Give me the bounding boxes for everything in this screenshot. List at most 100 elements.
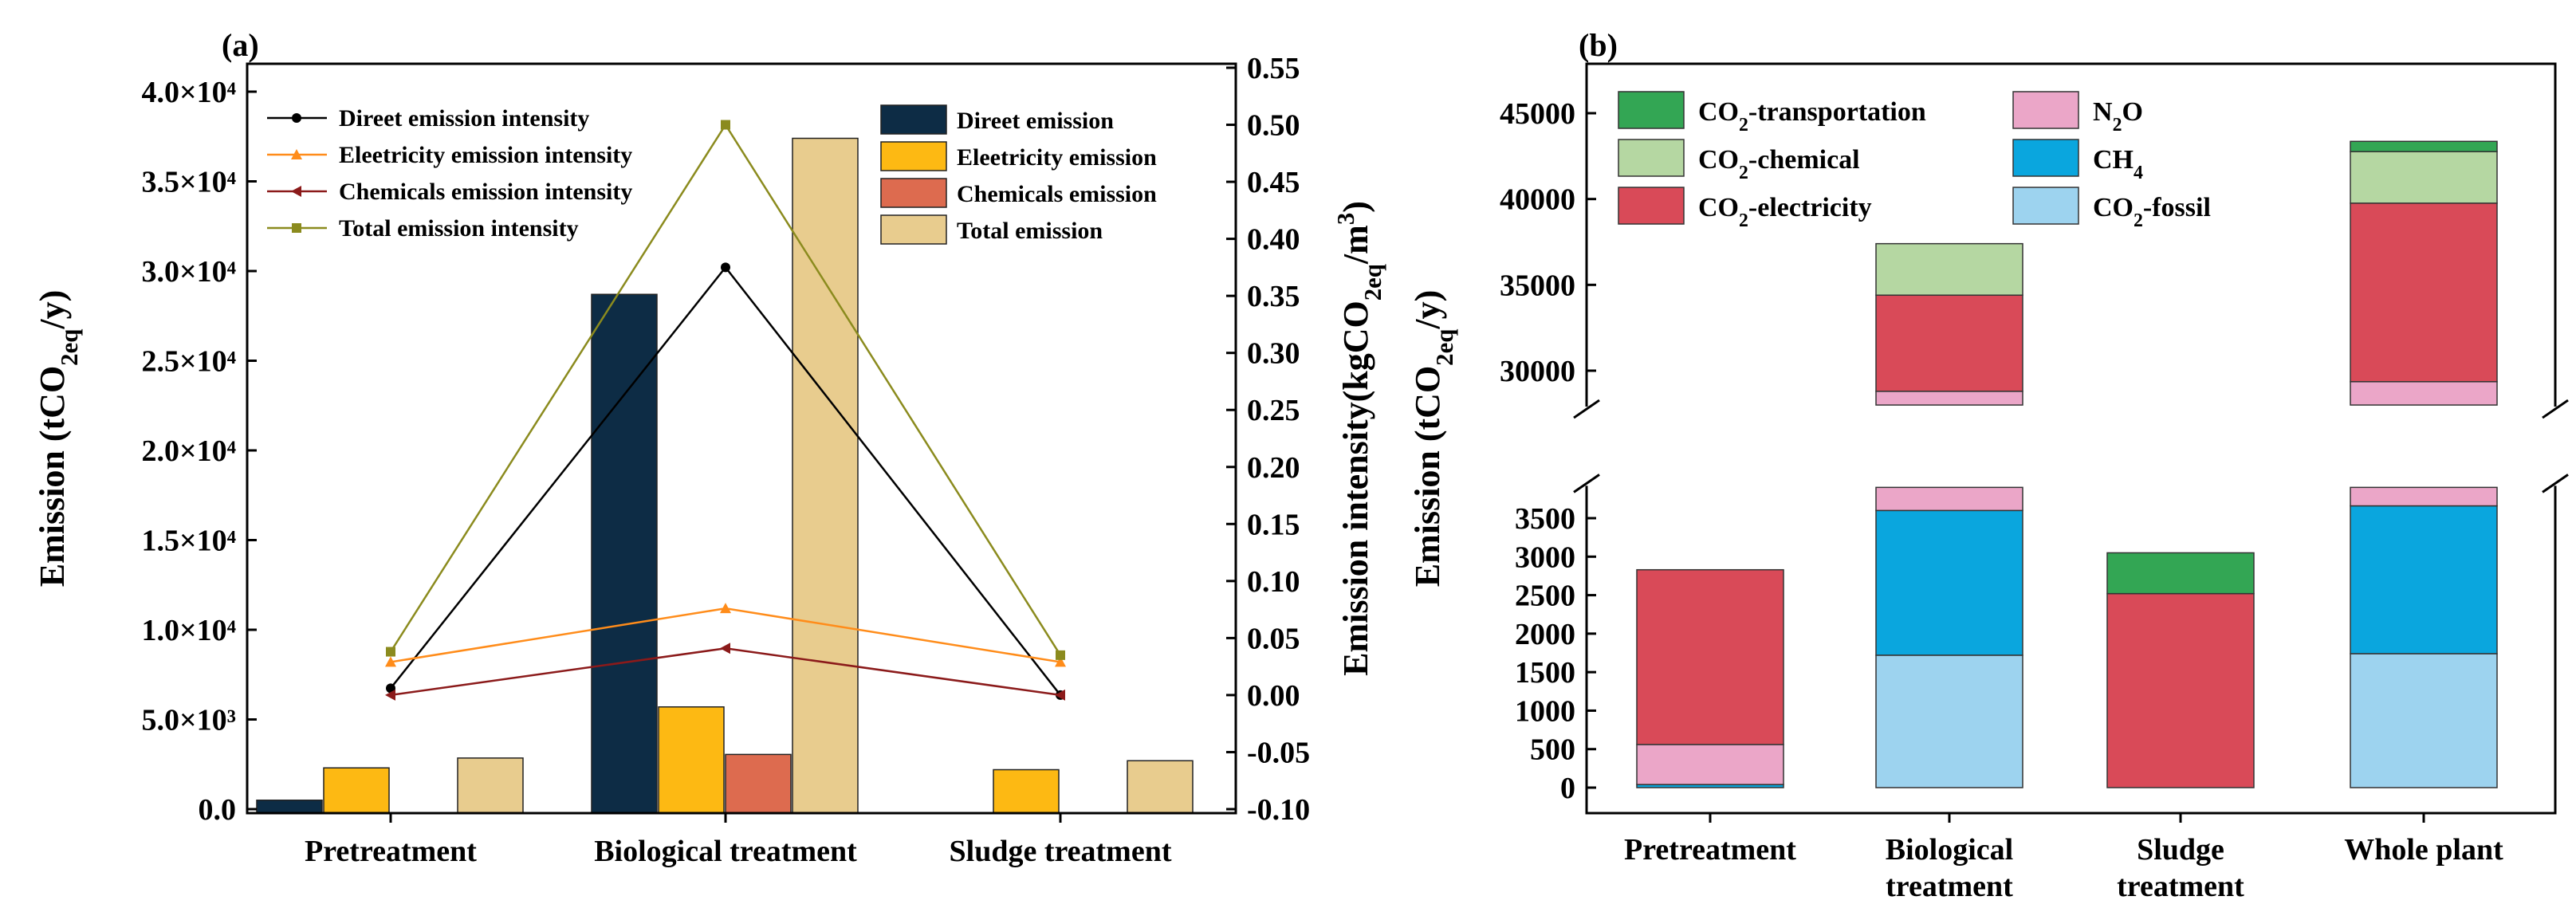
panel-a-bars <box>256 137 1194 814</box>
stack-co2-chemical-3 <box>2350 151 2498 204</box>
stack-co2-fossil-3 <box>2350 653 2498 788</box>
panel-a-y-axis-title: Emission (tCO2eq/y) <box>33 290 83 588</box>
right-tick-label: 0.00 <box>1247 679 1300 713</box>
stack-co2-chemical-1 <box>1875 242 2023 297</box>
panel-b-bars <box>1636 140 2498 788</box>
panel-b-legend: CO2-transportation N2O CO2-chemical CH4 CO2-… <box>1618 91 2211 231</box>
legend-bar-swatch <box>880 214 947 245</box>
y-tick-label: 3500 <box>1515 502 1575 536</box>
legend-swatch-co2-chemical <box>1618 139 1685 177</box>
legend-marker <box>291 149 302 159</box>
right-tick-label: 0.10 <box>1247 565 1300 599</box>
y-tick-label: 1500 <box>1515 656 1575 690</box>
x-tick-label-pretreatment: Pretreatment <box>305 835 477 868</box>
right-tick-label: 0.35 <box>1247 280 1300 313</box>
panel-b-label: (b) <box>1579 27 1618 63</box>
legend-line-label-direet-emission-intensity: Direet emission intensity <box>339 105 589 132</box>
stack-co2-electricity-1 <box>1875 294 2023 392</box>
bar-chemicals-emission-1 <box>725 753 792 814</box>
y-tick-label: 40000 <box>1500 183 1575 217</box>
legend-label-ch4: CH4 <box>2093 145 2143 183</box>
bar-total-emission-1 <box>792 137 859 814</box>
panel-a-right-axis-ticks: -0.10 -0.05 0.00 0.05 0.10 0.15 0.20 0.25 0.30 0.… <box>1226 52 1310 827</box>
x-tick-label-biological-treatment: Biological treatment <box>594 835 857 868</box>
legend-label-n2o: N2O <box>2093 97 2143 136</box>
y-tick-label: 2000 <box>1515 618 1575 651</box>
y-tick-label: 500 <box>1530 733 1575 767</box>
x-tick-label-biological-treatment: treatment <box>1886 870 2013 903</box>
right-tick-label: 0.05 <box>1247 622 1300 655</box>
panel-a-line-legend: Direet emission intensity Eleetricity emi… <box>267 105 632 242</box>
line-direet-emission-intensity <box>390 265 1061 696</box>
stack-n2o-0 <box>1636 744 1784 785</box>
legend-bar-label-chemicals-emission: Chemicals emission <box>957 181 1157 207</box>
stack-co2-electricity-0 <box>1636 568 1784 745</box>
right-tick-label: 0.15 <box>1247 508 1300 541</box>
stack-co2-transportation-3 <box>2350 140 2498 152</box>
left-tick-label: 0.0 <box>199 793 237 827</box>
panel-a-y2-axis-title: Emission intensity(kgCO2eq/m3) <box>1332 201 1386 676</box>
panel-b-y-axis-ticks: 0 500 1000 1500 2000 2500 3000 3500 30000 35000 40… <box>1500 97 1596 805</box>
axis-break-slash <box>1573 399 1600 419</box>
panel-a-lines <box>385 120 1066 701</box>
stack-co2-electricity-2 <box>2106 592 2255 788</box>
bar-direet-emission-0 <box>256 800 323 814</box>
point-eleetricity-emission-intensity-1 <box>720 603 731 614</box>
right-tick-label: 0.50 <box>1247 109 1300 143</box>
right-tick-label: 0.30 <box>1247 337 1300 371</box>
x-tick-label-biological-treatment: Biological <box>1886 833 2013 867</box>
stack-n2o-1-upper <box>1875 391 2023 406</box>
point-eleetricity-emission-intensity-0 <box>385 656 396 667</box>
legend-label-co2-transportation: CO2-transportation <box>1698 97 1926 136</box>
legend-bar-swatch <box>880 104 947 135</box>
legend-swatch-ch4 <box>2012 139 2079 177</box>
right-tick-label: 0.25 <box>1247 394 1300 427</box>
stack-co2-electricity-3 <box>2350 202 2498 383</box>
point-total-emission-intensity-1 <box>721 120 730 130</box>
panel-a: (a) 0.0 5.0×10³ 1.0×10⁴ 1.5×10⁴ 2.0×10⁴ 2.5×1… <box>33 27 1386 868</box>
right-tick-label: -0.05 <box>1247 736 1310 769</box>
axis-break-gap <box>1585 407 2557 486</box>
stack-ch4-3 <box>2350 505 2498 654</box>
stack-n2o-3-upper <box>2350 381 2498 406</box>
line-eleetricity-emission-intensity <box>390 607 1061 663</box>
x-tick-label-whole-plant: Whole plant <box>2344 833 2503 867</box>
panel-a-plot-frame <box>246 62 1237 815</box>
left-tick-label: 1.5×10⁴ <box>141 525 236 558</box>
point-direet-emission-intensity-1 <box>721 262 730 273</box>
axis-break-slash <box>1573 474 1600 493</box>
left-tick-label: 3.5×10⁴ <box>141 166 236 199</box>
legend-label-co2-electricity: CO2-electricity <box>1698 193 1872 231</box>
x-tick-label-sludge-treatment: Sludge treatment <box>950 835 1172 868</box>
y-tick-label: 2500 <box>1515 580 1575 613</box>
right-tick-label: 0.45 <box>1247 166 1300 199</box>
y-tick-label: 35000 <box>1500 269 1575 302</box>
panel-a-bar-legend: Direet emission Eleetricity emission Chemi… <box>880 104 1157 245</box>
bar-direet-emission-1 <box>591 293 658 814</box>
right-tick-label: -0.10 <box>1247 793 1310 827</box>
panel-b-y-axis-title: Emission (tCO2eq/y) <box>1408 290 1458 588</box>
right-tick-label: 0.40 <box>1247 223 1300 257</box>
legend-line-label-eleetricity-emission-intensity: Eleetricity emission intensity <box>339 142 632 168</box>
legend-marker <box>292 223 301 233</box>
point-direet-emission-intensity-0 <box>386 683 395 694</box>
point-total-emission-intensity-0 <box>386 647 395 657</box>
bar-eleetricity-emission-2 <box>993 768 1060 814</box>
left-tick-label: 2.0×10⁴ <box>141 434 236 468</box>
panel-b-x-axis-ticks: Pretreatment BiologicaltreatmentSludgetre… <box>1624 813 2503 903</box>
panel-a-label: (a) <box>222 27 259 63</box>
legend-bar-label-eleetricity-emission: Eleetricity emission <box>957 144 1157 171</box>
legend-swatch-n2o <box>2012 91 2079 129</box>
point-total-emission-intensity-2 <box>1056 650 1065 660</box>
y-tick-label: 1000 <box>1515 694 1575 728</box>
stack-co2-transportation-2 <box>2106 552 2255 595</box>
y-tick-label: 3000 <box>1515 540 1575 574</box>
legend-marker <box>292 113 301 123</box>
axis-break-slash <box>2542 399 2569 419</box>
legend-bar-swatch <box>880 178 947 208</box>
legend-label-co2-chemical: CO2-chemical <box>1698 145 1860 183</box>
legend-bar-label-total-emission: Total emission <box>957 218 1103 244</box>
x-tick-label-sludge-treatment: treatment <box>2117 870 2244 903</box>
bar-total-emission-0 <box>457 757 524 814</box>
panel-b-axis-break <box>1573 399 2569 493</box>
